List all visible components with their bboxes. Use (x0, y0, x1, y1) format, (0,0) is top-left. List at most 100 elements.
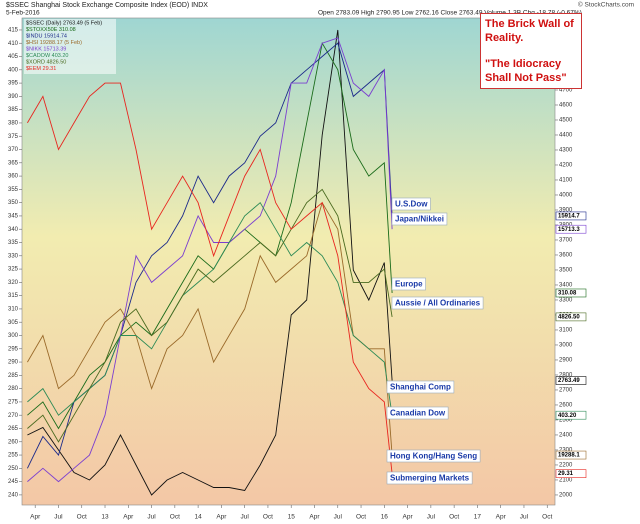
x-tick-label: 14 (194, 514, 202, 521)
x-tick-label: Jul (54, 514, 63, 521)
y2-tick-label: 4400 (559, 133, 573, 139)
y2-tick-label: 4600 (559, 103, 573, 109)
x-tick-label: Jul (334, 514, 343, 521)
callout-box (386, 471, 473, 485)
x-tick-label: 13 (101, 514, 109, 521)
x-tick-label: 15 (288, 514, 296, 521)
y2-tick-label: 3700 (559, 238, 573, 244)
y-tick-label: 315 (8, 293, 19, 299)
y-tick-label: 355 (8, 187, 19, 193)
y2-tick-label: 2100 (559, 478, 573, 484)
legend-entry: $EEM 29.31 (26, 66, 56, 72)
x-tick-label: Apr (309, 514, 320, 521)
y2-tick-label: 3100 (559, 328, 573, 334)
callout: Japan/Nikkei (391, 212, 448, 226)
y2-tick-label: 3300 (559, 298, 573, 304)
callout-box (386, 380, 455, 394)
y2-tick-label: 2400 (559, 433, 573, 439)
callout: Shanghai Comp (386, 380, 455, 394)
series-line (27, 82, 393, 474)
callout-text: Japan/Nikkei (395, 215, 444, 224)
y-tick-label: 280 (8, 386, 19, 392)
x-tick-label: Jul (520, 514, 529, 521)
legend: $SSEC (Daily) 2763.49 (5 Feb)$STOXX50E 3… (24, 19, 116, 74)
y2-tick-label: 2200 (559, 463, 573, 469)
x-tick-label: Apr (403, 514, 414, 521)
x-tick-label: Jul (147, 514, 156, 521)
callout-box (391, 197, 431, 211)
y2-tick-label: 3400 (559, 283, 573, 289)
y-tick-label: 350 (8, 200, 19, 206)
callout-text: Submerging Markets (390, 474, 470, 483)
y-tick-label: 260 (8, 439, 19, 445)
callout-box (391, 277, 426, 291)
callout-box (391, 212, 448, 226)
y-tick-label: 380 (8, 121, 19, 127)
y2-tick-label: 2500 (559, 418, 573, 424)
price-tag-box (555, 312, 587, 322)
y2-tick-label: 3000 (559, 343, 573, 349)
x-tick-label: Apr (30, 514, 41, 521)
legend-entry: $SSEC (Daily) 2763.49 (5 Feb) (26, 20, 102, 26)
x-tick-label: Oct (542, 514, 552, 521)
y2-tick-label: 2900 (559, 358, 573, 364)
legend-entry: $INDU 15914.74 (26, 33, 67, 39)
x-tick-label: Oct (77, 514, 87, 521)
y-tick-label: 310 (8, 307, 19, 313)
price-tag-box (555, 288, 587, 298)
callout-text: Hong Kong/Hang Seng (390, 452, 477, 461)
y-tick-label: 405 (8, 54, 19, 60)
y-tick-label: 245 (8, 479, 19, 485)
price-tag: 19288.1 (558, 453, 580, 459)
y2-tick-label: 3500 (559, 268, 573, 274)
price-tag: 4826.50 (558, 314, 580, 320)
legend-entry: $STOXX50E 310.08 (26, 27, 76, 33)
y-tick-label: 415 (8, 28, 19, 34)
callout: Canadian Dow (386, 406, 449, 420)
price-tag: 403.20 (558, 413, 577, 419)
y2-tick-label: 4200 (559, 163, 573, 169)
price-tag: 310.08 (558, 291, 577, 297)
y-tick-label: 325 (8, 267, 19, 273)
legend-box (24, 19, 116, 74)
x-tick-label: Oct (170, 514, 180, 521)
y2-tick-label: 2600 (559, 403, 573, 409)
callout-text: U.S.Dow (395, 200, 428, 209)
y-tick-label: 335 (8, 240, 19, 246)
note-text: The Brick Wall of Reality. (485, 18, 574, 44)
y-tick-label: 290 (8, 360, 19, 366)
legend-entry: $NIKK 15713.39 (26, 46, 66, 52)
chart-date: 5-Feb-2016 (6, 10, 40, 17)
x-tick-label: Apr (496, 514, 507, 521)
callout: Submerging Markets (386, 471, 473, 485)
x-tick-label: Jul (241, 514, 250, 521)
y-tick-label: 305 (8, 320, 19, 326)
y-tick-label: 375 (8, 134, 19, 140)
series-line (27, 201, 393, 456)
y-tick-label: 300 (8, 333, 19, 339)
x-tick-label: Oct (356, 514, 366, 521)
y-tick-label: 340 (8, 227, 19, 233)
y-tick-label: 320 (8, 280, 19, 286)
callout: U.S.Dow (391, 197, 431, 211)
x-tick-label: 16 (381, 514, 389, 521)
y2-tick-label: 2800 (559, 373, 573, 379)
quote: Open 2783.09 High 2790.95 Low 2762.16 Cl… (318, 10, 582, 17)
y2-tick-label: 4100 (559, 178, 573, 184)
y2-tick-label: 2000 (559, 493, 573, 499)
x-tick-label: Apr (123, 514, 134, 521)
price-tag-box (555, 469, 587, 478)
price-tag: 15914.7 (558, 214, 580, 220)
y2-tick-label: 4000 (559, 193, 573, 199)
legend-entry: $CADOW 403.20 (26, 53, 69, 59)
y2-tick-label: 2300 (559, 448, 573, 454)
note-text: "The Idiocracy Shall Not Pass" (485, 58, 567, 84)
y-tick-label: 295 (8, 346, 19, 352)
y-tick-label: 360 (8, 174, 19, 180)
series-line (27, 29, 393, 496)
y-tick-label: 270 (8, 413, 19, 419)
credit: © StockCharts.com (578, 1, 634, 9)
y-tick-label: 370 (8, 147, 19, 153)
